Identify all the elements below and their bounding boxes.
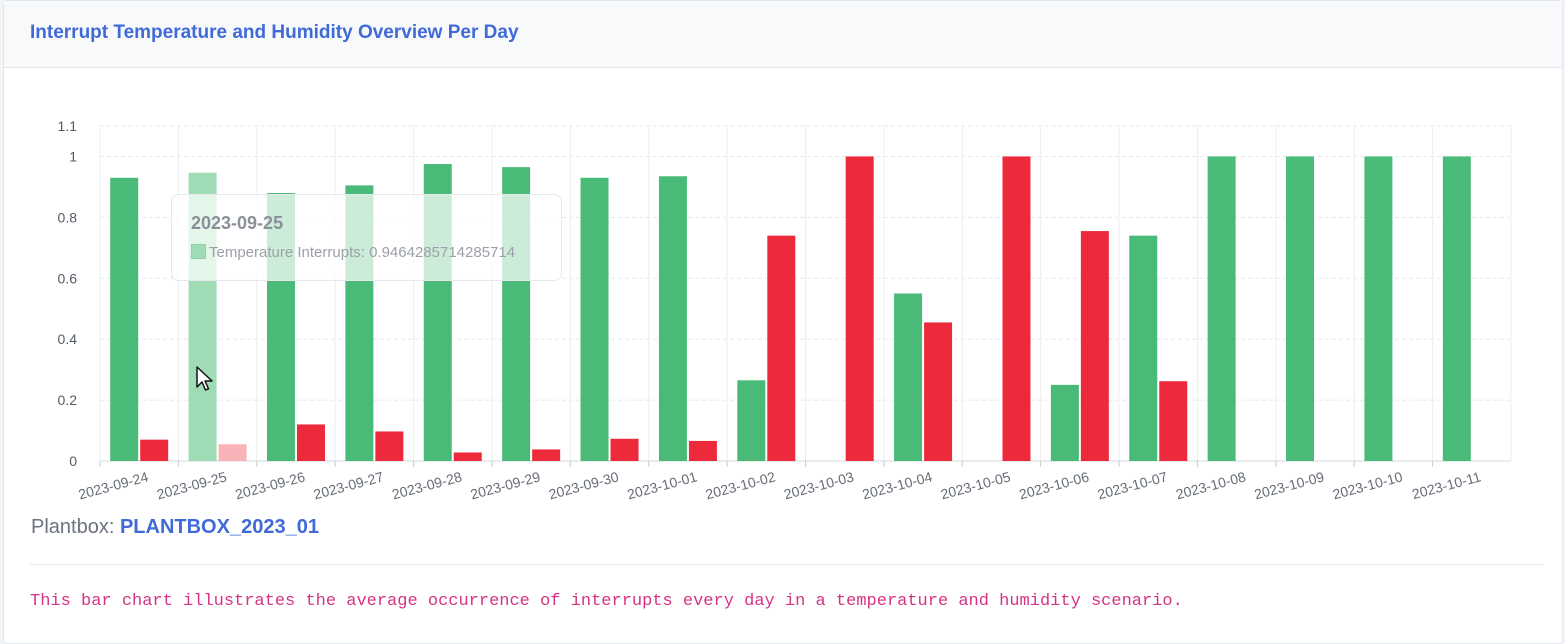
x-tick-label: 2023-09-29 (469, 468, 543, 502)
temperature-bar (1286, 156, 1315, 462)
temperature-bar (110, 177, 139, 462)
humidity-bar (1080, 231, 1109, 461)
x-tick-label: 2023-09-27 (312, 468, 386, 502)
y-tick-label: 0.8 (58, 209, 78, 225)
x-tick-label: 2023-09-26 (233, 468, 307, 502)
y-tick-label: 1.1 (58, 118, 78, 134)
y-tick-label: 0.2 (58, 392, 78, 408)
humidity-bar (1002, 156, 1031, 462)
x-tick-label: 2023-10-06 (1017, 468, 1091, 502)
humidity-bar (845, 156, 874, 462)
x-tick-label: 2023-09-30 (547, 468, 621, 502)
humidity-bar (610, 438, 639, 461)
temperature-bar (658, 176, 687, 461)
plantbox-label: Plantbox: (31, 516, 120, 538)
x-tick-label: 2023-10-10 (1331, 468, 1405, 502)
humidity-bar (1159, 381, 1188, 461)
humidity-bar (296, 424, 325, 461)
y-tick-label: 1 (69, 148, 77, 164)
x-tick-label: 2023-10-02 (704, 468, 778, 502)
temperature-bar (894, 293, 923, 461)
divider (30, 564, 1544, 565)
x-tick-label: 2023-10-11 (1410, 468, 1483, 502)
tooltip-series-label: Temperature Interrupts: (209, 244, 370, 261)
temperature-bar (1364, 156, 1393, 462)
chart-tooltip: 2023-09-25 Temperature Interrupts: 0.946… (171, 194, 562, 281)
humidity-bar (140, 439, 169, 461)
tooltip-swatch (191, 244, 206, 259)
humidity-bar (688, 440, 717, 461)
humidity-bar (767, 235, 796, 461)
temperature-bar (1207, 156, 1236, 462)
y-tick-label: 0 (69, 453, 77, 469)
x-tick-label: 2023-10-03 (782, 468, 856, 502)
temperature-bar (737, 380, 766, 461)
tooltip-title: 2023-09-25 (191, 213, 284, 233)
x-tick-label: 2023-10-04 (861, 468, 935, 502)
chart-description: This bar chart illustrates the average o… (30, 592, 1183, 611)
humidity-bar (218, 444, 247, 461)
x-tick-label: 2023-10-09 (1252, 468, 1326, 502)
mouse-cursor-icon (196, 366, 213, 391)
tooltip-value: 0.9464285714285714 (369, 244, 516, 261)
y-tick-label: 0.6 (58, 270, 78, 286)
x-tick-label: 2023-09-25 (155, 468, 229, 502)
temperature-bar (580, 177, 609, 462)
x-tick-label: 2023-10-08 (1174, 468, 1248, 502)
plantbox-value: PLANTBOX_2023_01 (119, 516, 319, 538)
tooltip-row: Temperature Interrupts: 0.94642857142857… (191, 244, 515, 261)
x-tick-label: 2023-09-28 (390, 468, 464, 502)
chart-card: Interrupt Temperature and Humidity Overv… (3, 0, 1563, 644)
plantbox-info: Plantbox: PLANTBOX_2023_01 (31, 516, 319, 539)
humidity-bar (532, 449, 561, 461)
card-header: Interrupt Temperature and Humidity Overv… (4, 1, 1562, 68)
x-tick-label: 2023-10-05 (939, 468, 1013, 502)
x-tick-label: 2023-10-07 (1096, 468, 1170, 502)
humidity-bar (453, 452, 482, 461)
temperature-bar (1442, 156, 1471, 462)
x-tick-label: 2023-09-24 (77, 468, 151, 502)
temperature-bar (1050, 384, 1079, 461)
x-tick-label: 2023-10-01 (625, 468, 699, 502)
temperature-bar (1129, 235, 1158, 461)
humidity-bar (924, 322, 953, 461)
card-title: Interrupt Temperature and Humidity Overv… (30, 22, 519, 43)
humidity-bar (375, 431, 404, 461)
y-tick-label: 0.4 (58, 331, 78, 347)
